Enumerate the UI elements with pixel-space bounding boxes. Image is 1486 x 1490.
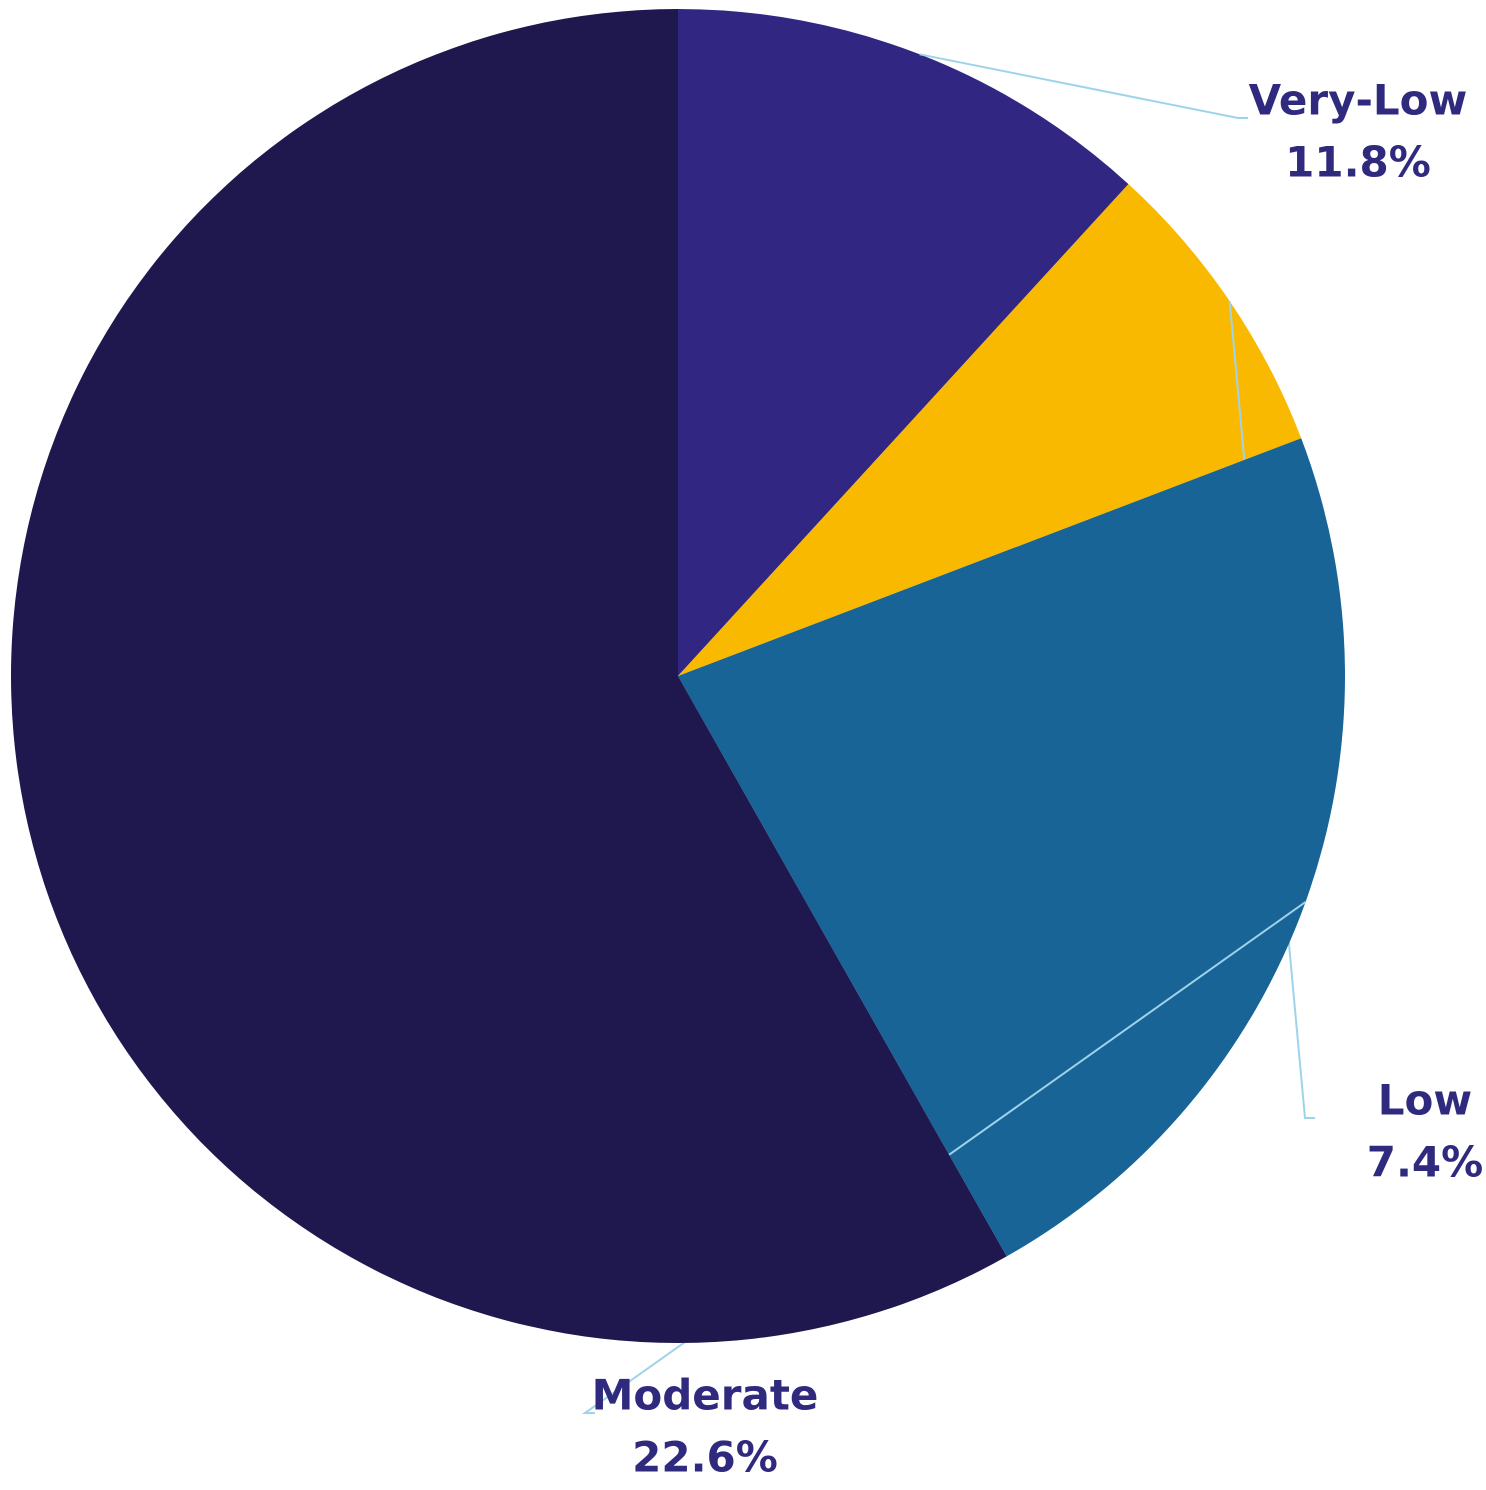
leader-line xyxy=(581,901,1307,1414)
pie-slice xyxy=(678,184,1302,677)
leader-line xyxy=(919,53,1248,119)
slice-value-label: 11.8% xyxy=(1285,138,1431,187)
slice-label: Very-Low xyxy=(1249,76,1468,125)
slice-label: Moderate xyxy=(592,1371,819,1420)
pie-slice xyxy=(11,9,1007,1344)
pie-slice xyxy=(678,438,1346,1257)
pie-slice xyxy=(678,9,1129,676)
slice-value-label: 7.4% xyxy=(1367,1138,1483,1187)
slice-label: Low xyxy=(1378,1076,1472,1125)
slice-value-label: 22.6% xyxy=(632,1433,778,1482)
